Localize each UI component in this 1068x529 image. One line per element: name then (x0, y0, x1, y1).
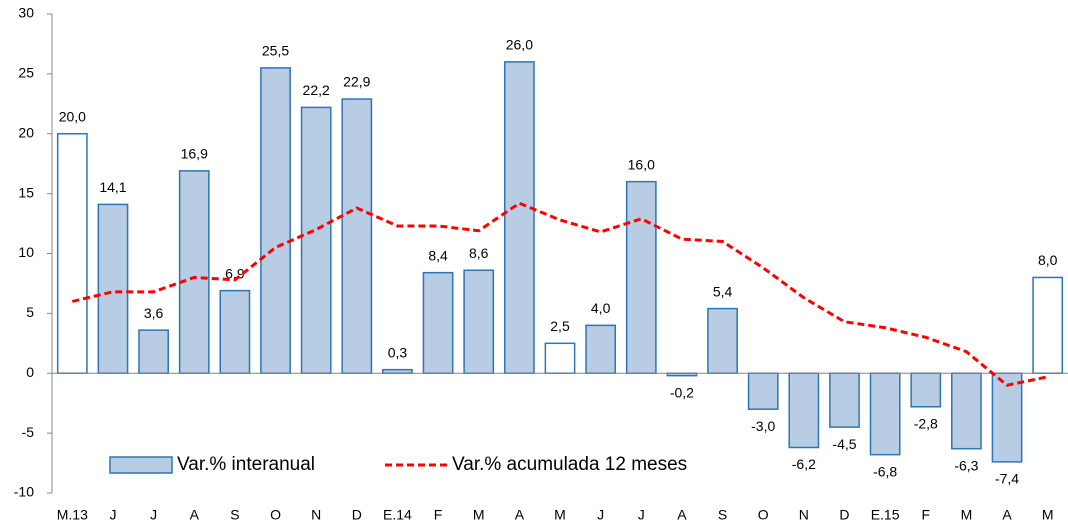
x-tick-label: F (434, 507, 443, 523)
bar (503, 61, 535, 375)
x-tick-label: E.15 (871, 507, 900, 523)
bar (341, 98, 373, 375)
y-tick-label: 10 (18, 244, 34, 260)
value-label: -3,0 (751, 418, 775, 434)
bar (788, 372, 820, 449)
value-label: -6,8 (873, 463, 897, 479)
bar (544, 342, 576, 374)
x-tick-label: O (758, 507, 769, 523)
value-label: -2,8 (914, 415, 938, 431)
x-tick-label: J (597, 507, 604, 523)
x-tick-label: A (1002, 507, 1012, 523)
bar (463, 269, 495, 375)
value-label: 16,0 (628, 156, 655, 172)
bar (747, 372, 779, 410)
x-tick-label: J (150, 507, 157, 523)
x-tick-label: S (230, 507, 239, 523)
legend-label: Var.% acumulada 12 meses (452, 454, 687, 475)
x-tick-label: M (554, 507, 566, 523)
value-label: -4,5 (832, 436, 856, 452)
x-tick-label: M (1042, 507, 1054, 523)
value-label: 2,5 (550, 318, 570, 334)
bar (219, 289, 251, 374)
y-tick-label: -5 (22, 424, 35, 440)
bar (56, 133, 88, 374)
x-tick-label: M (961, 507, 973, 523)
value-label: -6,3 (954, 457, 978, 473)
value-label: -6,2 (792, 456, 816, 472)
legend-label: Var.% interanual (177, 454, 315, 475)
bar (991, 372, 1023, 463)
y-tick-label: 15 (18, 184, 34, 200)
bar (300, 106, 332, 374)
bar (138, 329, 169, 375)
bar (829, 372, 860, 428)
x-tick-label: D (352, 507, 362, 523)
x-tick-label: A (190, 507, 200, 523)
value-label: 8,4 (428, 247, 448, 263)
y-tick-label: 0 (26, 364, 34, 380)
x-tick-label: F (921, 507, 930, 523)
bar (625, 180, 657, 374)
value-label: 5,4 (713, 283, 733, 299)
x-tick-label: A (677, 507, 687, 523)
y-tick-label: 5 (26, 304, 34, 320)
y-tick-label: 20 (18, 124, 34, 140)
x-tick-label: O (270, 507, 281, 523)
value-label: 4,0 (591, 300, 611, 316)
x-tick-label: M.13 (57, 507, 88, 523)
bar (382, 368, 413, 375)
bar (585, 324, 617, 375)
value-label: 8,0 (1038, 252, 1058, 268)
value-label: 14,1 (99, 179, 126, 195)
value-label: 26,0 (506, 37, 533, 53)
y-tick-label: -10 (14, 484, 34, 500)
value-label: 20,0 (59, 108, 86, 124)
value-label: 0,3 (388, 344, 408, 360)
bar (260, 67, 291, 374)
value-label: -7,4 (995, 471, 1019, 487)
x-tick-label: J (638, 507, 645, 523)
bar (178, 170, 210, 374)
value-label: 16,9 (181, 146, 208, 162)
bar (910, 372, 942, 408)
bar (707, 307, 738, 374)
y-tick-label: 25 (18, 65, 34, 81)
x-tick-label: N (311, 507, 321, 523)
bar (422, 271, 454, 374)
line (71, 201, 1048, 387)
x-tick-label: D (839, 507, 849, 523)
bar (97, 203, 129, 374)
x-tick-label: M (473, 507, 485, 523)
value-label: -0,2 (670, 384, 694, 400)
bar (1032, 276, 1064, 375)
legend-swatch (109, 456, 173, 474)
value-label: 22,2 (303, 82, 330, 98)
value-label: 8,6 (469, 245, 489, 261)
bar (869, 372, 901, 456)
value-label: 3,6 (144, 305, 164, 321)
x-tick-label: J (109, 507, 116, 523)
x-tick-label: N (799, 507, 809, 523)
x-tick-label: E.14 (383, 507, 412, 523)
value-label: 25,5 (262, 43, 289, 59)
y-tick-label: 30 (18, 5, 34, 21)
value-label: 22,9 (343, 74, 370, 90)
x-tick-label: S (718, 507, 727, 523)
x-tick-label: A (515, 507, 525, 523)
bar (951, 372, 982, 450)
